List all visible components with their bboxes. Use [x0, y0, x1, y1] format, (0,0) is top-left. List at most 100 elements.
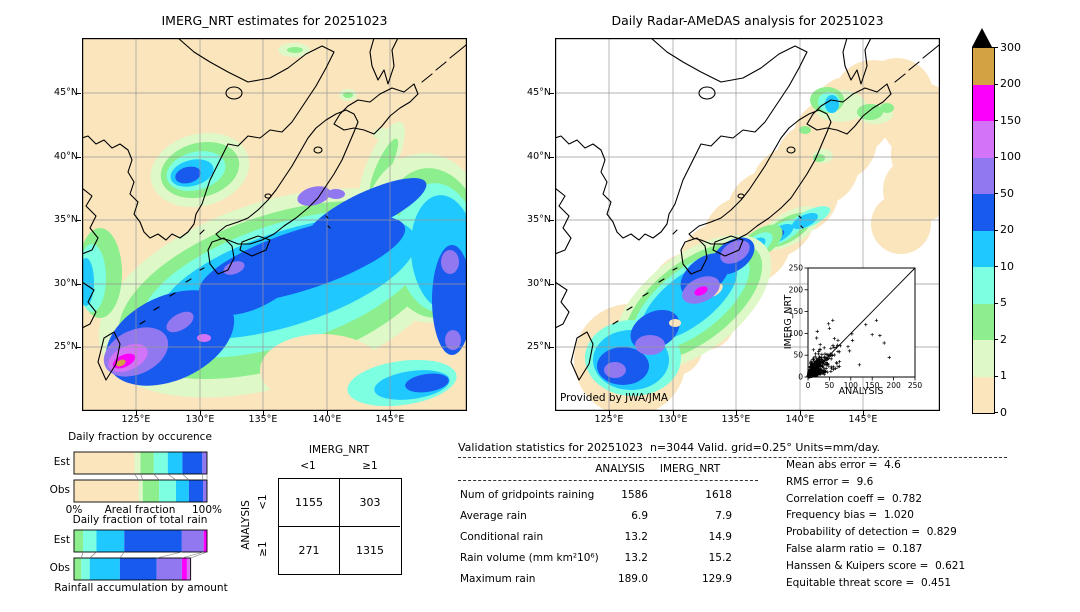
colorbar-tick-label: 5: [1000, 296, 1007, 309]
stats-divider-top: [458, 457, 1007, 458]
x-tick-label: 140°E: [785, 414, 815, 425]
colorbar-tick-label: 10: [1000, 259, 1014, 273]
colorbar-segment: [973, 267, 994, 304]
metric-line: Frequency bias = 1.020: [786, 509, 914, 522]
occurrence-chart-title: Daily fraction by occurence: [68, 431, 212, 443]
colorbar-tick-label: 20: [1000, 223, 1014, 236]
contingency-cell-11: 1315: [356, 544, 384, 557]
x-tick-mark: [673, 411, 674, 415]
validation-stats-title: Validation statistics for 20251023 n=304…: [458, 441, 881, 454]
x-tick-mark: [736, 411, 737, 415]
x-tick-mark: [863, 411, 864, 415]
svg-text:200: 200: [789, 285, 804, 294]
colorbar-tick-label: 50: [1000, 186, 1014, 200]
svg-text:50: 50: [793, 351, 803, 360]
svg-text:100: 100: [844, 381, 859, 390]
inset-ylabel: IMERG_NRT: [783, 295, 794, 350]
y-tick-mark: [77, 220, 81, 221]
x-tick-mark: [200, 411, 201, 415]
y-tick-mark: [77, 93, 81, 94]
svg-text:250: 250: [789, 264, 804, 273]
contingency-cell-10: 271: [279, 527, 340, 574]
y-tick-label: 40°N: [527, 151, 551, 162]
contingency-col-label-ge1: ≥1: [362, 460, 378, 472]
colorbar-segment: [973, 303, 994, 340]
x-tick-label: 140°E: [312, 414, 342, 425]
occurrence-x100-label: 100%: [191, 504, 223, 516]
x-tick-label: 125°E: [594, 414, 624, 425]
colorbar-tick-label: 300: [1000, 40, 1021, 54]
colorbar-segment: [973, 194, 994, 231]
colorbar-tick-mark: [994, 339, 998, 340]
stats-col-imerg: IMERG_NRT: [659, 463, 721, 475]
colorbar-tick-mark: [994, 229, 998, 231]
colorbar: [972, 47, 995, 414]
stat-imerg-value: 129.9: [701, 572, 732, 585]
metric-line: Mean abs error = 4.6: [786, 459, 901, 471]
stat-imerg-value: 14.9: [708, 530, 732, 543]
svg-text:0: 0: [806, 381, 811, 390]
contingency-row-label-ge1: ≥1: [257, 541, 269, 557]
y-tick-label: 35°N: [527, 214, 551, 225]
svg-text:150: 150: [865, 381, 880, 390]
contingency-cell-00: 1155: [279, 479, 340, 527]
stat-analysis-value: 13.2: [624, 530, 648, 543]
stats-divider-header: [458, 480, 758, 481]
contingency-col-group: IMERG_NRT: [308, 444, 370, 456]
stats-table-rows: Num of gridpoints raining 1586 1618 Average…: [460, 484, 732, 589]
colorbar-tick-mark: [994, 302, 998, 304]
svg-text:0: 0: [798, 373, 803, 382]
colorbar-segment: [973, 48, 994, 85]
colorbar-tick-mark: [994, 156, 998, 158]
colorbar-tick-label: 150: [1000, 113, 1021, 127]
colorbar-segment: [973, 157, 994, 194]
y-tick-label: 30°N: [54, 278, 78, 289]
x-tick-mark: [263, 411, 264, 415]
stat-label: Conditional rain: [460, 530, 544, 543]
left-map-title: IMERG_NRT estimates for 20251023: [161, 13, 388, 28]
colorbar-segment: [973, 376, 994, 413]
occurrence-x0-label: 0%: [65, 504, 83, 516]
stats-table-row: Conditional rain 13.2 14.9: [460, 526, 732, 547]
totalrain-chart-title: Daily fraction of total rain: [72, 514, 208, 526]
metric-line: False alarm ratio = 0.187: [786, 543, 923, 555]
stats-table-row: Maximum rain 189.0 129.9: [460, 568, 732, 589]
right-map-title: Daily Radar-AMeDAS analysis for 20251023: [611, 13, 884, 28]
colorbar-tick-label: 1: [1000, 369, 1007, 382]
colorbar-tick-label: 2: [1000, 332, 1007, 346]
y-tick-mark: [77, 347, 81, 348]
contingency-table: 1155 303 271 1315: [278, 478, 402, 575]
stat-imerg-value: 15.2: [708, 551, 732, 564]
y-tick-label: 40°N: [54, 151, 78, 162]
stat-label: Num of gridpoints raining: [460, 488, 595, 501]
occurrence-est-label: Est: [53, 456, 70, 468]
x-tick-label: 145°E: [375, 414, 405, 425]
colorbar-segment: [973, 340, 994, 377]
colorbar-tick-mark: [994, 120, 998, 121]
colorbar-segment: [973, 230, 994, 267]
svg-text:150: 150: [789, 307, 804, 316]
contingency-col-label-lt1: <1: [300, 460, 316, 472]
colorbar-tick-mark: [994, 412, 998, 413]
y-tick-mark: [550, 157, 554, 158]
x-tick-mark: [327, 411, 328, 415]
stat-analysis-value: 6.9: [631, 509, 648, 522]
stat-label: Average rain: [460, 509, 527, 522]
totalrain-obs-label: Obs: [49, 562, 70, 574]
totalrain-est-label: Est: [53, 534, 70, 546]
left-precip-map: [82, 38, 467, 411]
y-tick-label: 45°N: [54, 87, 78, 98]
svg-text:250: 250: [908, 381, 923, 390]
occurrence-obs-label: Obs: [49, 484, 70, 496]
x-tick-label: 135°E: [248, 414, 278, 425]
data-credit: Provided by JWA/JMA: [560, 392, 669, 404]
svg-text:100: 100: [789, 329, 804, 338]
y-tick-mark: [550, 220, 554, 221]
contingency-row-label-lt1: <1: [257, 494, 269, 510]
y-tick-label: 30°N: [527, 278, 551, 289]
y-tick-mark: [550, 284, 554, 285]
svg-text:50: 50: [825, 381, 835, 390]
inset-xlabel: ANALYSIS: [839, 386, 884, 397]
